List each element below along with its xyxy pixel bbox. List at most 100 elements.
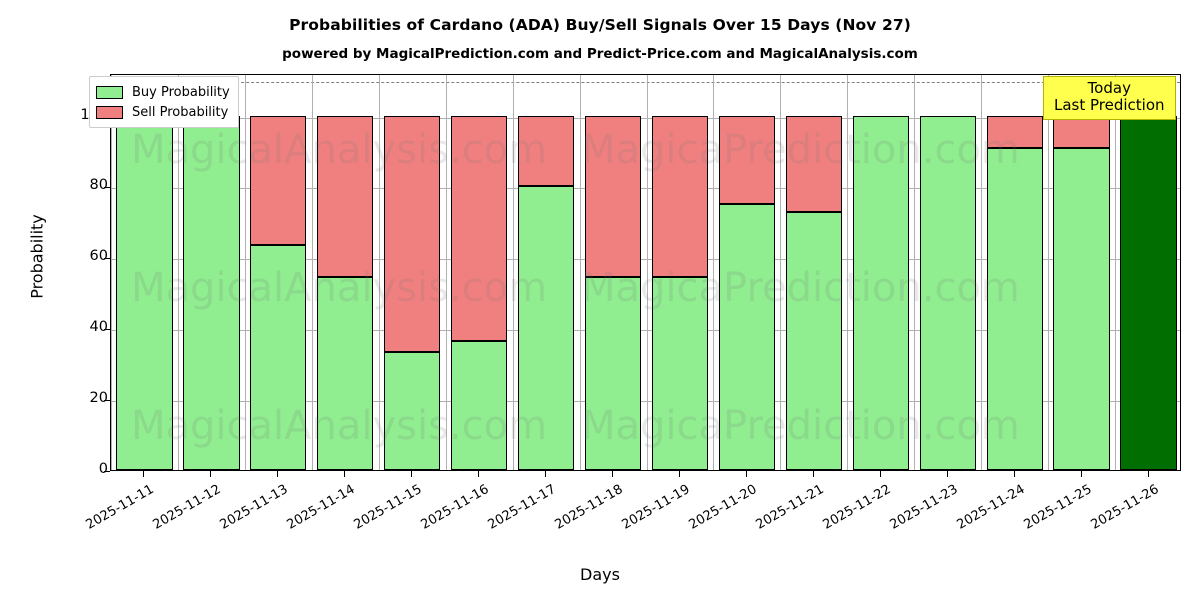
x-axis-tick-mark	[745, 471, 747, 477]
x-axis-tick-mark	[946, 471, 948, 477]
legend-label-buy: Buy Probability	[132, 84, 230, 100]
bar-segment-today[interactable]	[1120, 115, 1177, 470]
bar-segment-sell[interactable]	[785, 115, 842, 213]
y-axis-tick-mark	[104, 400, 110, 402]
y-axis-tick-mark	[104, 258, 110, 260]
chart-legend: Buy Probability Sell Probability	[89, 76, 239, 128]
x-axis-tick-mark	[210, 471, 212, 477]
x-axis-tick-mark	[879, 471, 881, 477]
plot-area: MagicalAnalysis.comMagicaPrediction.comM…	[110, 74, 1181, 471]
gridline-vertical	[446, 75, 447, 470]
y-axis-tick-mark	[104, 471, 110, 472]
y-axis-tick-label: 40	[89, 319, 108, 336]
bar-group[interactable]	[584, 75, 642, 470]
gridline-vertical	[379, 75, 380, 470]
legend-item-buy[interactable]: Buy Probability	[96, 82, 230, 102]
bar-segment-buy[interactable]	[183, 115, 240, 470]
bar-group[interactable]	[451, 75, 508, 470]
gridline-horizontal	[111, 117, 1180, 119]
bar-group[interactable]	[852, 75, 909, 470]
bar-group[interactable]	[183, 75, 240, 470]
x-axis-tick-mark	[678, 471, 680, 477]
gridline-vertical	[513, 75, 514, 470]
bar-group[interactable]	[785, 75, 842, 470]
gridline-vertical	[1048, 75, 1049, 470]
y-axis-tick-mark	[104, 187, 110, 189]
x-axis-tick-mark	[545, 471, 547, 477]
x-axis-tick-mark	[143, 471, 145, 477]
x-axis-tick-mark	[1013, 471, 1015, 477]
bar-group[interactable]	[1120, 75, 1177, 470]
legend-swatch-sell	[96, 105, 123, 119]
gridline-vertical	[111, 75, 112, 470]
bar-segment-sell[interactable]	[517, 115, 575, 187]
gridline-vertical	[1115, 75, 1116, 470]
bar-segment-sell[interactable]	[584, 115, 642, 277]
bar-group[interactable]	[116, 75, 173, 470]
bar-segment-sell[interactable]	[384, 115, 441, 352]
gridline-vertical	[914, 75, 915, 470]
bars-layer	[111, 75, 1180, 470]
gridline-vertical	[580, 75, 581, 470]
bar-group[interactable]	[517, 75, 575, 470]
gridline-vertical	[178, 75, 179, 470]
today-annotation-line1: Today	[1087, 79, 1131, 97]
bar-segment-buy[interactable]	[384, 351, 441, 470]
today-annotation-line2: Last Prediction	[1054, 95, 1165, 114]
bar-segment-sell[interactable]	[1053, 115, 1110, 148]
gridline-horizontal	[111, 188, 1180, 190]
bar-segment-buy[interactable]	[584, 276, 642, 470]
legend-swatch-buy	[96, 85, 123, 99]
y-axis-tick-mark	[104, 329, 110, 331]
bar-segment-buy[interactable]	[517, 186, 575, 470]
gridline-horizontal	[111, 330, 1180, 332]
bar-segment-buy[interactable]	[116, 115, 173, 470]
y-axis-tick-label: 20	[89, 390, 108, 407]
bar-group[interactable]	[317, 75, 374, 470]
bar-group[interactable]	[1053, 75, 1110, 470]
gridline-vertical	[713, 75, 714, 470]
bar-segment-buy[interactable]	[718, 204, 775, 470]
x-axis-tick-mark	[277, 471, 279, 477]
y-axis-label: Probability	[27, 214, 47, 299]
reference-dashed-line	[111, 82, 1180, 84]
y-axis-tick-label: 60	[89, 248, 108, 265]
bar-segment-sell[interactable]	[718, 115, 775, 205]
bar-segment-buy[interactable]	[250, 244, 307, 470]
x-axis-tick-mark	[1080, 471, 1082, 477]
bar-segment-buy[interactable]	[451, 340, 508, 470]
bar-group[interactable]	[250, 75, 307, 470]
bar-segment-buy[interactable]	[919, 115, 976, 470]
bar-group[interactable]	[384, 75, 441, 470]
bar-group[interactable]	[919, 75, 976, 470]
bar-segment-buy[interactable]	[651, 276, 709, 470]
bar-segment-sell[interactable]	[317, 115, 374, 277]
bar-segment-buy[interactable]	[852, 115, 909, 470]
bar-segment-buy[interactable]	[317, 276, 374, 470]
bar-segment-buy[interactable]	[1053, 147, 1110, 470]
page-title: Probabilities of Cardano (ADA) Buy/Sell …	[289, 16, 911, 34]
gridline-vertical	[647, 75, 648, 470]
bar-segment-sell[interactable]	[451, 115, 508, 341]
x-axis-tick-mark	[344, 471, 346, 477]
legend-item-sell[interactable]: Sell Probability	[96, 102, 230, 122]
bar-group[interactable]	[651, 75, 709, 470]
bar-group[interactable]	[718, 75, 775, 470]
gridline-horizontal	[111, 401, 1180, 403]
gridline-vertical	[981, 75, 982, 470]
y-axis-tick-label: 80	[89, 177, 108, 194]
today-annotation: Today Last Prediction	[1043, 76, 1176, 120]
x-axis-tick-mark	[411, 471, 413, 477]
y-axis-tick-label: 0	[98, 461, 108, 477]
legend-label-sell: Sell Probability	[132, 104, 229, 120]
x-axis-tick-mark	[812, 471, 814, 477]
bar-group[interactable]	[986, 75, 1043, 470]
bar-segment-buy[interactable]	[986, 147, 1043, 470]
bar-segment-sell[interactable]	[651, 115, 709, 277]
chart-subtitle: powered by MagicalPrediction.com and Pre…	[282, 46, 918, 62]
bar-segment-sell[interactable]	[986, 115, 1043, 148]
bar-segment-sell[interactable]	[250, 115, 307, 245]
x-axis-tick-mark	[1147, 471, 1149, 477]
bar-segment-buy[interactable]	[785, 212, 842, 470]
